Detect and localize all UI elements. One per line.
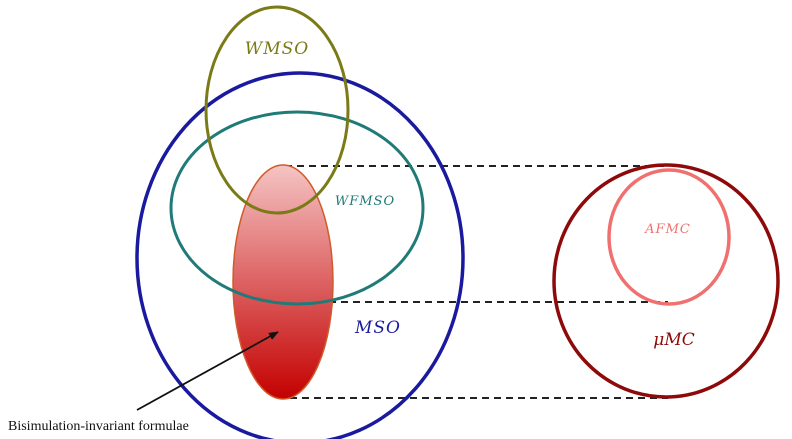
bisimulation-caption: Bisimulation-invariant formulae (8, 419, 189, 434)
afmc-label: AFMC (644, 222, 691, 237)
wfmso-label: WFMSO (335, 194, 395, 209)
mso-circle (135, 71, 465, 439)
caption-arrow (136, 331, 279, 411)
mumc-label: μMC (653, 330, 694, 350)
wmso-label: WMSO (245, 39, 309, 59)
wmso-ellipse (204, 5, 350, 215)
mso-label: MSO (354, 318, 401, 338)
bisimulation-invariant-region (232, 164, 334, 400)
afmc-circle (607, 168, 731, 306)
mumc-circle (552, 163, 780, 399)
wfmso-ellipse (169, 110, 425, 306)
